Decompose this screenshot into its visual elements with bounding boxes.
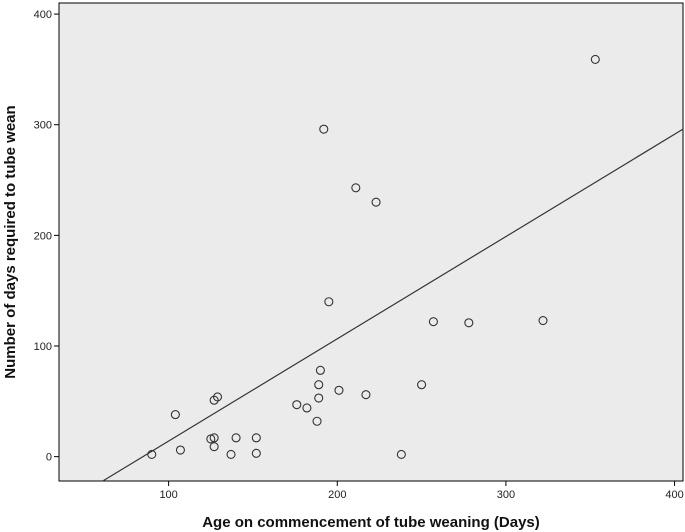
data-point bbox=[209, 442, 219, 452]
data-point bbox=[351, 183, 361, 193]
x-tick-label: 400 bbox=[665, 489, 683, 501]
data-point bbox=[212, 392, 223, 402]
data-point bbox=[175, 445, 185, 455]
data-point bbox=[538, 316, 548, 326]
x-tick-label: 300 bbox=[497, 489, 515, 501]
fit-line bbox=[102, 128, 684, 482]
data-point bbox=[147, 449, 157, 459]
x-axis-title: Age on commencement of tube weaning (Day… bbox=[202, 514, 540, 531]
data-point bbox=[324, 297, 334, 307]
y-tick-label: 100 bbox=[34, 341, 52, 353]
x-tick-label: 100 bbox=[159, 489, 177, 501]
data-point bbox=[231, 433, 241, 443]
data-point bbox=[334, 385, 344, 395]
plot-area bbox=[58, 2, 684, 482]
data-point bbox=[209, 433, 219, 443]
data-point bbox=[170, 410, 180, 420]
y-tick-label: 200 bbox=[34, 230, 52, 242]
data-point bbox=[319, 124, 329, 134]
data-point bbox=[315, 365, 325, 375]
data-point bbox=[251, 448, 261, 458]
data-point bbox=[396, 449, 406, 459]
y-axis-title: Number of days required to tube wean bbox=[2, 105, 19, 378]
data-point bbox=[361, 390, 371, 400]
data-point bbox=[417, 380, 427, 390]
data-point bbox=[209, 395, 219, 405]
data-point bbox=[314, 393, 324, 403]
data-point bbox=[314, 380, 324, 390]
data-point bbox=[464, 318, 474, 328]
data-point bbox=[428, 317, 438, 327]
data-point bbox=[226, 449, 236, 459]
data-point bbox=[312, 416, 322, 426]
data-point bbox=[371, 197, 381, 207]
data-point bbox=[590, 54, 600, 64]
data-point bbox=[292, 400, 302, 410]
x-tick-label: 200 bbox=[328, 489, 346, 501]
data-point bbox=[251, 433, 261, 443]
y-tick-label: 400 bbox=[34, 9, 52, 21]
y-tick-label: 300 bbox=[34, 120, 52, 132]
data-point bbox=[302, 403, 312, 413]
y-tick-label: 0 bbox=[46, 452, 52, 464]
